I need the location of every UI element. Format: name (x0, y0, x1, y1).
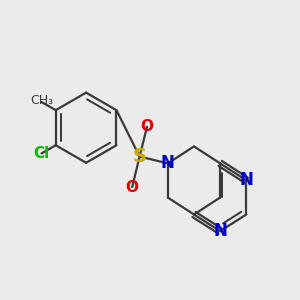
Text: S: S (133, 147, 147, 166)
Text: Cl: Cl (33, 146, 50, 161)
Text: O: O (126, 180, 139, 195)
Text: O: O (140, 119, 154, 134)
Text: N: N (213, 222, 227, 240)
Text: N: N (239, 171, 253, 189)
Text: N: N (161, 154, 175, 172)
Text: CH₃: CH₃ (30, 94, 53, 107)
